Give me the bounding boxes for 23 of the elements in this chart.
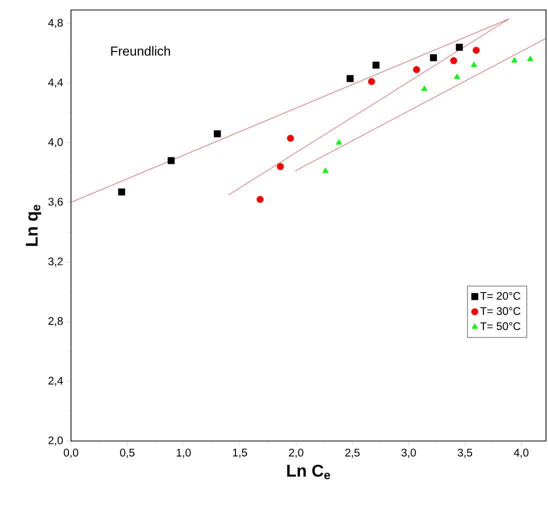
x-tick-label: 2,5: [345, 448, 360, 458]
x-tick-label: 4,0: [514, 448, 528, 458]
y-tick-label: 2,8: [48, 317, 63, 326]
y-axis-title: Ln q$_{e}$: [26, 204, 42, 246]
legend-label: T= 20°C: [480, 292, 520, 300]
y-tick-label: 4,4: [48, 78, 63, 88]
annotation: Freundlich: [111, 46, 170, 56]
x-tick-label: 0,5: [120, 448, 134, 458]
y-tick-label: 2,0: [48, 436, 63, 446]
y-tick-label: 3,6: [48, 198, 63, 207]
x-tick-label: 2,0: [289, 448, 304, 458]
y-tick-label: 4,8: [48, 18, 63, 28]
y-tick-label: 2,4: [48, 376, 63, 386]
x-tick-label: 3,0: [401, 448, 416, 458]
y-tick-label: 3,2: [48, 257, 63, 267]
x-tick-label: 3,5: [458, 448, 472, 458]
x-tick-label: 1,5: [233, 448, 248, 458]
x-tick-label: 1,0: [176, 448, 191, 458]
x-tick-label: 0,0: [64, 448, 78, 458]
legend-label: T= 30°C: [480, 307, 520, 315]
x-axis-title: Ln C$_{e}$: [287, 464, 330, 480]
y-tick-label: 4,0: [48, 138, 63, 148]
legend-label: T= 50°C: [480, 322, 520, 330]
